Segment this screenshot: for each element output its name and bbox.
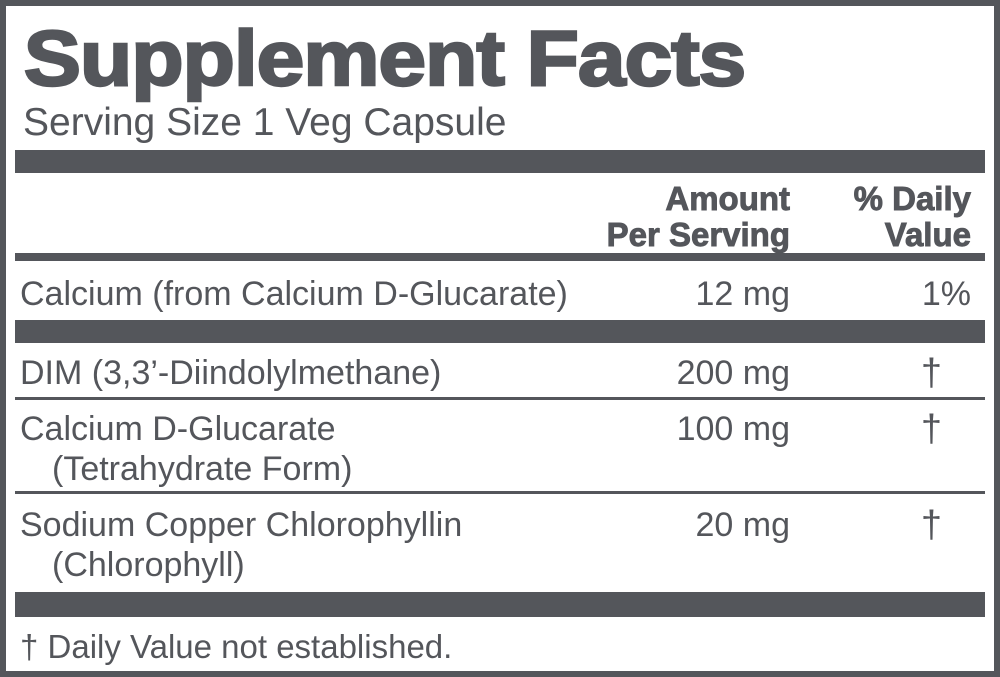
ingredient-name: Sodium Copper Chlorophyllin (Chlorophyll… — [15, 505, 630, 585]
serving-size: Serving Size 1 Veg Capsule — [23, 101, 507, 144]
ingredient-name: DIM (3,3’-Diindolylmethane) — [15, 353, 630, 393]
amount-header-line1: Amount — [665, 180, 791, 217]
dv-header-line1: % Daily — [853, 180, 971, 217]
ingredient-name-secondary: (Tetrahydrate Form) — [52, 450, 353, 488]
amount-per-serving-header: Amount Per Serving — [540, 180, 791, 253]
daily-value: 1% — [921, 275, 971, 313]
table-row-calcium-d-glucarate: Calcium D-Glucarate (Tetrahydrate Form) … — [15, 400, 985, 494]
ingredient-name-text: DIM (3,3’-Diindolylmethane) — [20, 354, 442, 392]
table-row-dim: DIM (3,3’-Diindolylmethane) 200 mg † — [15, 343, 985, 400]
page-title-text: Supplement Facts — [22, 14, 747, 102]
daily-value: † — [790, 505, 985, 546]
ingredient-name-secondary: (Chlorophyll) — [52, 546, 245, 584]
dagger-symbol: † — [920, 352, 942, 394]
daily-value: † — [790, 353, 985, 394]
amount-header-line2: Per Serving — [606, 216, 790, 253]
title-block: Supplement Facts Serving Size 1 Veg Caps… — [15, 6, 985, 150]
dv-header-line2: Value — [884, 216, 971, 253]
separator-bar-middle — [15, 320, 985, 343]
separator-bar-top — [15, 150, 985, 173]
header-rule — [15, 253, 985, 261]
ingredient-name: Calcium D-Glucarate (Tetrahydrate Form) — [15, 409, 630, 489]
daily-value: † — [790, 409, 985, 450]
table-row-sodium-copper-chlorophyllin: Sodium Copper Chlorophyllin (Chlorophyll… — [15, 494, 985, 592]
separator-bar-bottom — [15, 592, 985, 617]
column-headers: Amount Per Serving % Daily Value — [15, 173, 985, 253]
amount-value: 100 mg — [676, 410, 790, 448]
footnote: † Daily Value not established. — [20, 628, 453, 665]
ingredient-name-text: Calcium (from Calcium D-Glucarate) — [20, 275, 568, 313]
amount-value: 12 mg — [695, 275, 791, 313]
amount-value: 20 mg — [695, 506, 791, 544]
ingredient-name: Calcium (from Calcium D-Glucarate) — [15, 274, 630, 314]
ingredient-name-text: Calcium D-Glucarate — [20, 410, 336, 448]
dagger-symbol: † — [920, 504, 942, 546]
amount-value: 200 mg — [676, 354, 790, 392]
ingredient-name-text: Sodium Copper Chlorophyllin — [20, 506, 463, 544]
daily-value-header: % Daily Value — [790, 180, 985, 253]
dagger-symbol: † — [920, 408, 942, 450]
page-title: Supplement Facts — [15, 6, 985, 102]
table-row-calcium: Calcium (from Calcium D-Glucarate) 12 mg… — [15, 261, 985, 320]
